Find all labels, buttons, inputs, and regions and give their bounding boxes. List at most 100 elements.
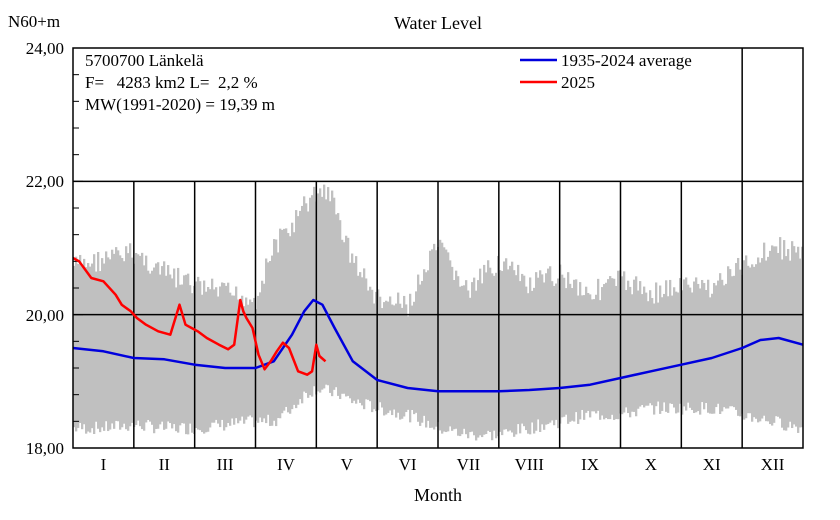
envelope-strip [623,271,626,413]
envelope-strip [395,303,398,418]
envelope-strip [399,303,402,420]
envelope-strip [699,288,702,415]
envelope-strip [693,281,696,414]
envelope-strip [423,269,426,416]
envelope-strip [785,256,788,431]
envelope-strip [317,193,320,392]
envelope-strip [343,242,346,394]
envelope-strip [161,266,164,422]
envelope-strip [629,286,632,418]
envelope-strip [595,294,598,414]
envelope-strip [663,293,666,403]
envelope-strip [567,272,570,424]
envelope-strip [605,282,608,418]
envelope-strip [443,247,446,432]
envelope-strip [83,258,86,425]
envelope-strip [233,295,236,425]
envelope-strip [509,265,512,431]
envelope-strip [729,269,732,407]
envelope-strip [747,265,750,414]
envelope-strip [259,292,262,418]
envelope-strip [153,267,156,434]
envelope-strip [731,276,734,407]
envelope-strip [299,210,302,400]
envelope-strip [531,290,534,423]
envelope-strip [673,287,676,408]
envelope-strip [555,283,558,420]
envelope-strip [75,256,78,432]
envelope-strip [211,278,214,423]
envelope-strip [387,301,390,413]
envelope-strip [617,270,620,420]
envelope-strip [601,287,604,416]
envelope-strip [775,246,778,417]
envelope-strip [579,282,582,420]
envelope-strip [717,280,720,404]
envelope-strip [779,237,782,419]
envelope-strip [163,261,166,430]
envelope-strip [719,273,722,414]
envelope-strip [781,259,784,428]
envelope-strip [331,190,334,397]
envelope-strip [263,283,266,419]
envelope-strip [479,268,482,436]
envelope-strip [347,237,350,396]
envelope-strip [135,252,138,425]
envelope-strip [481,283,484,438]
envelope-strip [117,250,120,422]
envelope-strip [769,250,772,425]
envelope-strip [695,277,698,413]
envelope-strip [167,265,170,422]
envelope-strip [339,220,342,400]
envelope-strip [271,255,274,426]
envelope-strip [355,256,358,404]
envelope-strip [495,272,498,439]
envelope-strip [637,290,640,409]
envelope-strip [397,292,400,413]
envelope-strip [491,273,494,441]
envelope-strip [453,280,456,430]
envelope-strip [157,262,160,429]
envelope-strip [321,196,324,390]
x-tick-labels: I II III IV V VI VII VIII IX X XI XII [101,455,785,474]
envelope-strip [525,286,528,431]
envelope-strip [725,283,728,409]
envelope-strip [591,299,594,412]
envelope-strip [329,201,332,393]
envelope-strip [267,262,270,415]
envelope-strip [787,249,790,428]
envelope-strip [125,246,128,430]
envelope-strip [679,278,682,404]
envelope-strip [625,290,628,408]
envelope-strip [305,203,308,393]
envelope-strip [385,300,388,415]
envelope-strip [633,279,636,412]
envelope-strip [621,276,624,415]
envelope-strip [359,272,362,403]
envelope-strip [611,278,614,415]
envelope-strip [353,262,356,401]
envelope-strip [375,291,378,412]
envelope-strip [277,252,280,419]
envelope-strip [303,196,306,392]
envelope-strip [421,280,424,423]
envelope-strip [631,294,634,412]
envelope-strip [391,304,394,416]
envelope-strip [371,289,374,413]
envelope-strip [115,247,118,421]
envelope-strip [269,261,272,426]
envelope-strip [295,210,298,409]
envelope-strip [221,282,224,420]
envelope-strip [195,281,198,429]
envelope-strip [209,289,212,428]
envelope-strip [447,252,450,432]
envelope-strip [501,271,504,436]
envelope-strip [413,301,416,415]
envelope-strip [111,249,114,424]
x-tick-label: XII [761,455,785,474]
envelope-strip [173,268,176,425]
envelope-strip [641,294,644,405]
x-tick-label: VIII [515,455,545,474]
envelope-strip [147,270,150,420]
envelope-strip [697,283,700,412]
